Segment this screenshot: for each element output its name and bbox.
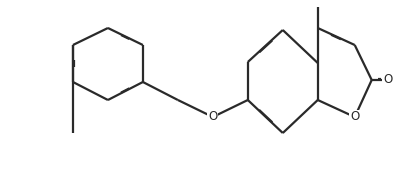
Text: O: O <box>208 111 217 123</box>
Text: O: O <box>383 73 392 87</box>
Text: O: O <box>350 111 359 123</box>
